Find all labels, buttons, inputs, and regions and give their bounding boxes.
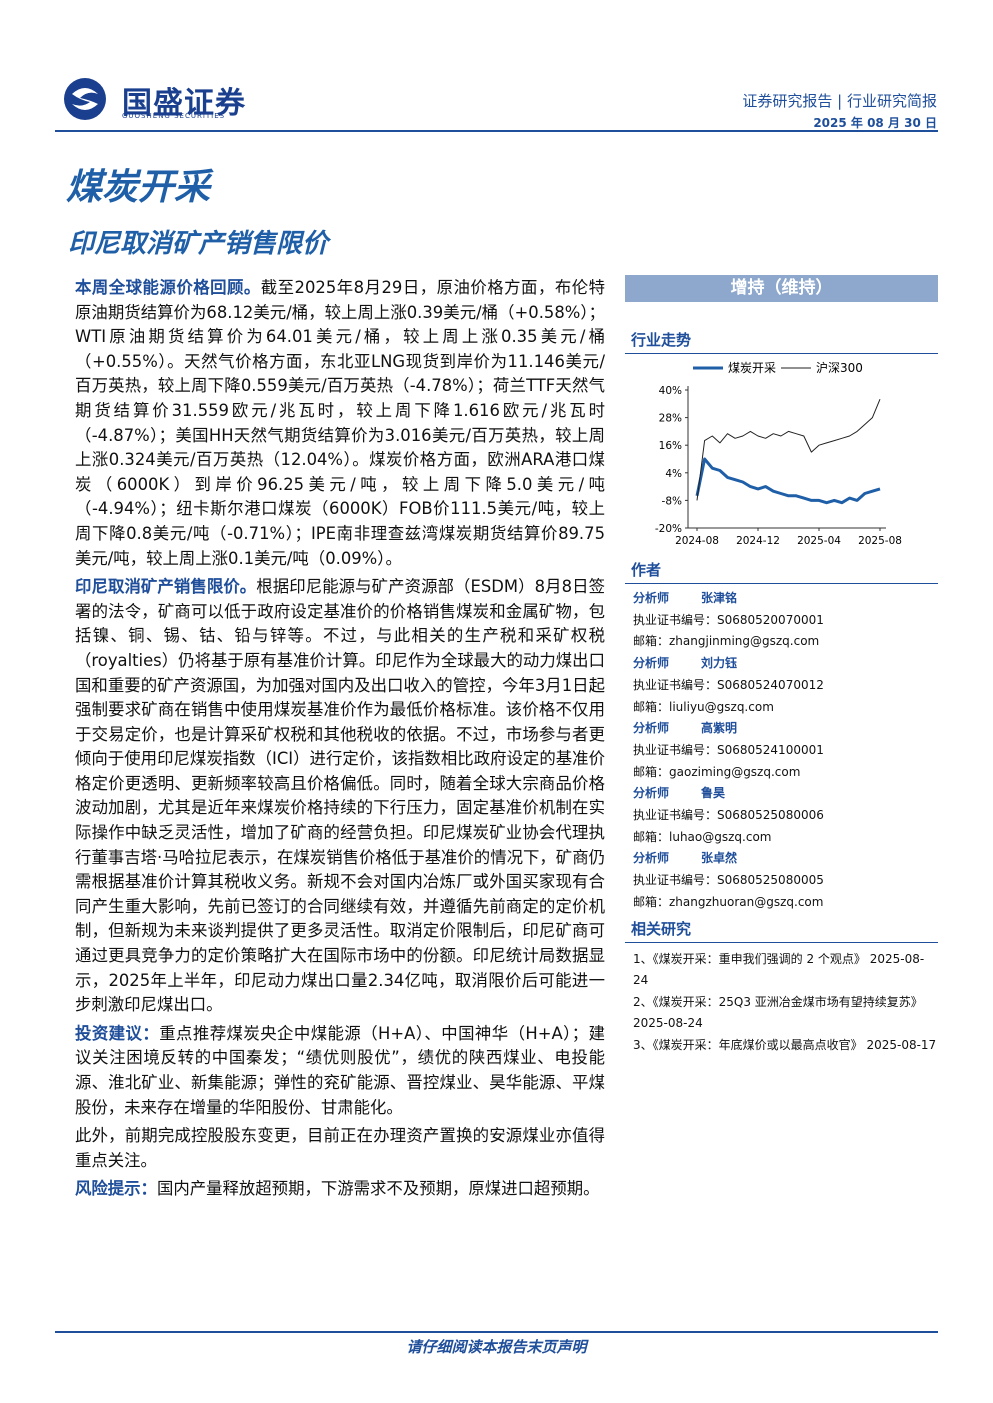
- footer: 请仔细阅读本报告末页声明: [406, 1338, 587, 1356]
- author: 分析师 张津铭执业证书编号：S0680520070001 邮箱：zhangjinmi…: [625, 588, 938, 653]
- author-list: 分析师 张津铭执业证书编号：S0680520070001 邮箱：zhangjinmi…: [625, 584, 938, 914]
- author-cert: 执业证书编号：S0680520070001: [633, 612, 824, 627]
- title: 煤炭开采: [66, 166, 211, 208]
- paragraph: 风险提示：国内产量释放超预期，下游需求不及预期，原煤进口超预期。: [75, 1177, 605, 1202]
- author: 分析师 刘力钰执业证书编号：S0680524070012 邮箱：liuliyu@gs…: [625, 653, 938, 718]
- paragraph-lead: 本周全球能源价格回顾。: [75, 278, 261, 297]
- report-date: 2025 年 08 月 30 日: [813, 116, 937, 130]
- logo-subtext: GUOSHENG SECURITIES: [122, 112, 226, 120]
- section-heading: 作者: [625, 559, 938, 584]
- series-line: [695, 457, 881, 505]
- author-email: 邮箱：gaoziming@gszq.com: [633, 764, 801, 779]
- author-name: 张津铭: [701, 591, 738, 605]
- author-email: 邮箱：zhangjinming@gszq.com: [633, 634, 820, 649]
- logo-icon: [64, 78, 106, 120]
- author: 分析师 高紫明执业证书编号：S0680524100001 邮箱：gaoziming@…: [625, 718, 938, 783]
- series-line: [696, 399, 881, 501]
- author-role: 分析师: [633, 851, 670, 866]
- section-heading: 行业走势: [625, 329, 938, 354]
- paragraph: 印尼取消矿产销售限价。根据印尼能源与矿产资源部（ESDM）8月8日签署的法令，矿…: [75, 575, 605, 1018]
- author-role: 分析师: [633, 656, 670, 671]
- author-role: 分析师: [633, 591, 670, 605]
- author-cert: 执业证书编号：S0680524070012: [633, 677, 824, 692]
- author-cert: 执业证书编号：S0680524100001: [633, 742, 824, 757]
- author-row: 分析师 张卓然: [633, 848, 938, 870]
- author-name: 刘力钰: [701, 656, 738, 671]
- author: 分析师 张卓然执业证书编号：S0680525080005 邮箱：zhangzhuor…: [625, 848, 938, 913]
- paragraph: 此外，前期完成控股股东变更，目前正在办理资产置换的安源煤业亦值得重点关注。: [75, 1124, 605, 1173]
- author-role: 分析师: [633, 786, 670, 801]
- paragraph-lead: 风险提示：: [75, 1179, 157, 1199]
- author: 分析师 鲁昊执业证书编号：S0680525080006 邮箱：luhao@gszq.…: [625, 783, 938, 848]
- report-type: 证券研究报告 | 行业研究简报: [742, 92, 937, 110]
- author-row: 分析师 刘力钰: [633, 653, 938, 675]
- paragraph-text: 根据印尼能源与矿产资源部（ESDM）8月8日签署的法令，矿商可以低于政府设定基准…: [75, 577, 605, 1015]
- author-cert: 执业证书编号：S0680525080005: [633, 873, 824, 888]
- paragraph: 投资建议：重点推荐煤炭央企中煤能源（H+A）、中国神华（H+A）；建议关注困境反…: [75, 1022, 605, 1120]
- x-tick-label: 2024-12: [736, 535, 780, 547]
- x-tick-label: 2025-04: [797, 535, 841, 547]
- paragraph-text: 重点推荐煤炭央企中煤能源（H+A）、中国神华（H+A）；建议关注困境反转的中国秦…: [75, 1023, 605, 1117]
- author-email: 邮箱：luhao@gszq.com: [633, 829, 772, 844]
- legend-label: 煤炭开采: [728, 361, 776, 375]
- related-list: 1、《煤炭开采：重申我们强调的 2 个观点》 2025-08-24 2、《煤炭开采…: [625, 943, 938, 1057]
- chart: 40% 28% 16% 4% -8% -20%2024-08 2024-12 2025-04 2…: [655, 361, 902, 547]
- related-item: 3、《煤炭开采：年底煤价或以最高点收官》 2025-08-17: [633, 1037, 937, 1052]
- paragraph-lead: 印尼取消矿产销售限价。: [75, 577, 257, 597]
- author-name: 鲁昊: [701, 786, 726, 801]
- header-rule: [55, 130, 938, 132]
- paragraph-lead: 投资建议：: [75, 1023, 160, 1043]
- author-email: 邮箱：liuliyu@gszq.com: [633, 699, 774, 714]
- author-name: 高紫明: [701, 721, 738, 736]
- section-heading: 相关研究: [625, 918, 938, 943]
- paragraph-text: 国内产量释放超预期，下游需求不及预期，原煤进口超预期。: [156, 1179, 600, 1199]
- author-email: 邮箱：zhangzhuoran@gszq.com: [633, 894, 824, 909]
- author-role: 分析师: [633, 721, 670, 736]
- footer-rule: [55, 1331, 938, 1333]
- main-text: 本周全球能源价格回顾。截至2025年8月29日，原油价格方面，布伦特原油期货结算…: [75, 276, 605, 1206]
- paragraph: 本周全球能源价格回顾。截至2025年8月29日，原油价格方面，布伦特原油期货结算…: [75, 276, 605, 571]
- y-tick-label: 40%: [659, 385, 682, 397]
- author-row: 分析师 张津铭: [633, 588, 938, 610]
- subtitle: 印尼取消矿产销售限价: [68, 229, 329, 259]
- related-item: 2、《煤炭开采：25Q3 亚洲冶金煤市场有望持续复苏》 2025-08-24: [633, 994, 923, 1031]
- sidebar: 增持（维持） 行业走势 40% 28% 16% 4% -8% -20% 2024-08 202…: [625, 275, 938, 1056]
- author-row: 分析师 鲁昊: [633, 783, 938, 805]
- related-item: 1、《煤炭开采：重申我们强调的 2 个观点》 2025-08-24: [633, 951, 925, 988]
- rating: 增持（维持）: [625, 275, 938, 302]
- x-tick-label: 2025-08: [858, 535, 902, 547]
- y-tick-label: 28%: [659, 413, 682, 425]
- logo-text: 国盛证券: [122, 86, 246, 121]
- y-tick-label: -8%: [662, 495, 682, 507]
- author-name: 张卓然: [701, 851, 738, 866]
- x-tick-label: 2024-08: [675, 535, 719, 547]
- author-row: 分析师 高紫明: [633, 718, 938, 740]
- y-tick-label: -20%: [655, 523, 682, 535]
- paragraph-text: 截至2025年8月29日，原油价格方面，布伦特原油期货结算价为68.12美元/桶…: [75, 278, 605, 568]
- y-tick-label: 16%: [659, 440, 682, 452]
- y-tick-label: 4%: [665, 468, 682, 480]
- legend-label: 沪深300: [816, 361, 863, 375]
- author-cert: 执业证书编号：S0680525080006: [633, 808, 824, 823]
- paragraph-text: 此外，前期完成控股股东变更，目前正在办理资产置换的安源煤业亦值得重点关注。: [75, 1126, 605, 1170]
